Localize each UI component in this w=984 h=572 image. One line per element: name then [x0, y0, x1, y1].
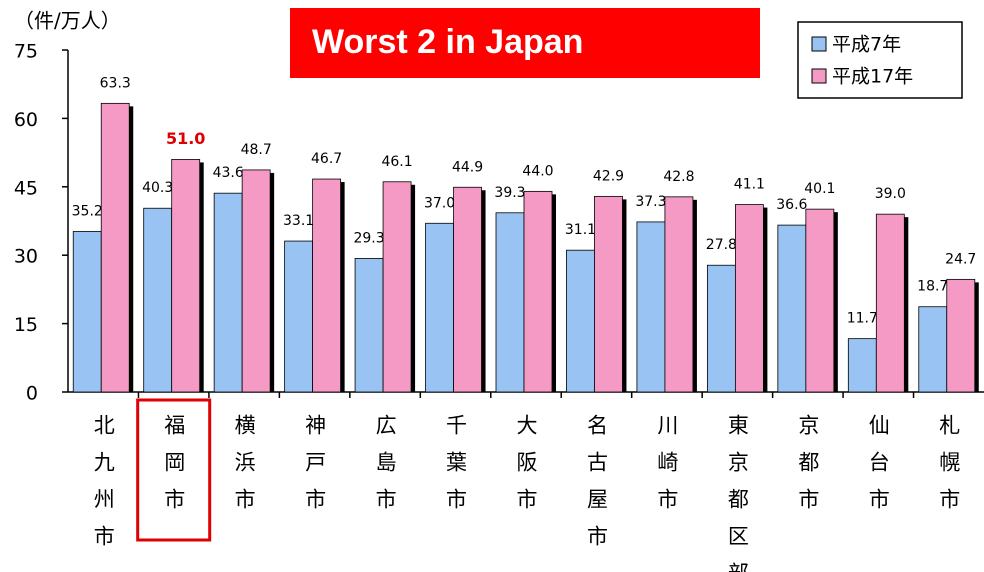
bar [566, 249, 595, 393]
y-tick-label: 15 [14, 314, 38, 336]
legend-box [797, 21, 963, 99]
x-tick-label: 札幌市 [937, 414, 961, 525]
x-tick-label: 名古屋市 [584, 414, 608, 562]
value-label: 36.6 [776, 197, 807, 213]
value-label: 40.3 [142, 180, 173, 196]
bar [100, 102, 130, 393]
bar [171, 159, 201, 393]
bar [847, 338, 877, 393]
value-label: 63.3 [100, 75, 131, 91]
value-label: 43.6 [213, 165, 244, 181]
value-label: 46.1 [381, 154, 412, 170]
bar [241, 169, 271, 393]
bar [875, 213, 905, 393]
value-label: 42.9 [593, 168, 624, 184]
bar [734, 204, 764, 393]
bar [354, 257, 384, 393]
legend-label: 平成7年 [832, 34, 901, 56]
x-tick-label: 横浜市 [232, 414, 256, 525]
x-tick-label: 東京都区部 [725, 414, 749, 572]
y-tick-label: 30 [14, 246, 38, 268]
value-label: 35.2 [72, 203, 103, 219]
x-tick-label: 大阪市 [514, 414, 538, 525]
bar [664, 196, 694, 393]
highlight-box [136, 398, 212, 542]
y-tick-label: 45 [14, 177, 38, 199]
value-label: 40.1 [804, 181, 835, 197]
x-tick-label: 川崎市 [655, 414, 679, 525]
value-label: 31.1 [565, 222, 596, 238]
y-tick-label: 0 [26, 383, 38, 405]
x-tick-label: 北九州市 [91, 414, 115, 562]
value-label: 39.0 [875, 186, 906, 202]
bar [636, 221, 666, 393]
y-tick-label: 60 [14, 109, 38, 131]
value-label: 24.7 [945, 251, 976, 267]
value-label: 37.3 [635, 194, 666, 210]
x-tick-label: 神戸市 [303, 414, 327, 525]
bar [523, 190, 553, 393]
x-tick-label: 京都市 [796, 414, 820, 525]
value-label: 33.1 [283, 213, 314, 229]
bar [382, 181, 412, 393]
bar [72, 231, 102, 393]
legend-swatch [811, 36, 827, 52]
bar [918, 306, 948, 393]
value-label: 39.3 [494, 185, 525, 201]
y-tick-label: 75 [14, 41, 38, 63]
bar [312, 178, 342, 393]
x-tick-label: 仙台市 [866, 414, 890, 525]
unit-label: （件/万人） [14, 9, 121, 33]
x-tick-label: 千葉市 [444, 414, 468, 525]
value-label: 42.8 [663, 169, 694, 185]
x-tick-label: 広島市 [373, 414, 397, 525]
value-label: 46.7 [311, 151, 342, 167]
value-label: 44.9 [452, 159, 483, 175]
bar [805, 208, 835, 393]
value-label: 44.0 [522, 163, 553, 179]
bar [425, 222, 454, 393]
value-label: 29.3 [353, 230, 384, 246]
legend-swatch [811, 68, 827, 84]
bar [284, 240, 314, 393]
bar [777, 224, 807, 393]
value-label: 48.7 [241, 142, 272, 158]
legend-label: 平成17年 [832, 66, 913, 88]
value-label: 37.0 [424, 195, 455, 211]
chart-title: Worst 2 in Japan [312, 23, 583, 61]
bar [143, 207, 173, 393]
value-label: 18.7 [917, 279, 948, 295]
value-label: 27.8 [706, 237, 737, 253]
bar [946, 278, 976, 393]
value-label: 51.0 [166, 129, 205, 148]
bar [453, 186, 482, 393]
value-label: 11.7 [847, 311, 878, 327]
bar [706, 264, 736, 393]
bar [594, 195, 623, 393]
bar [495, 212, 525, 393]
bar [213, 192, 243, 393]
value-label: 41.1 [734, 177, 765, 193]
title-box [290, 8, 760, 78]
x-tick-label: 福岡市 [162, 414, 186, 525]
